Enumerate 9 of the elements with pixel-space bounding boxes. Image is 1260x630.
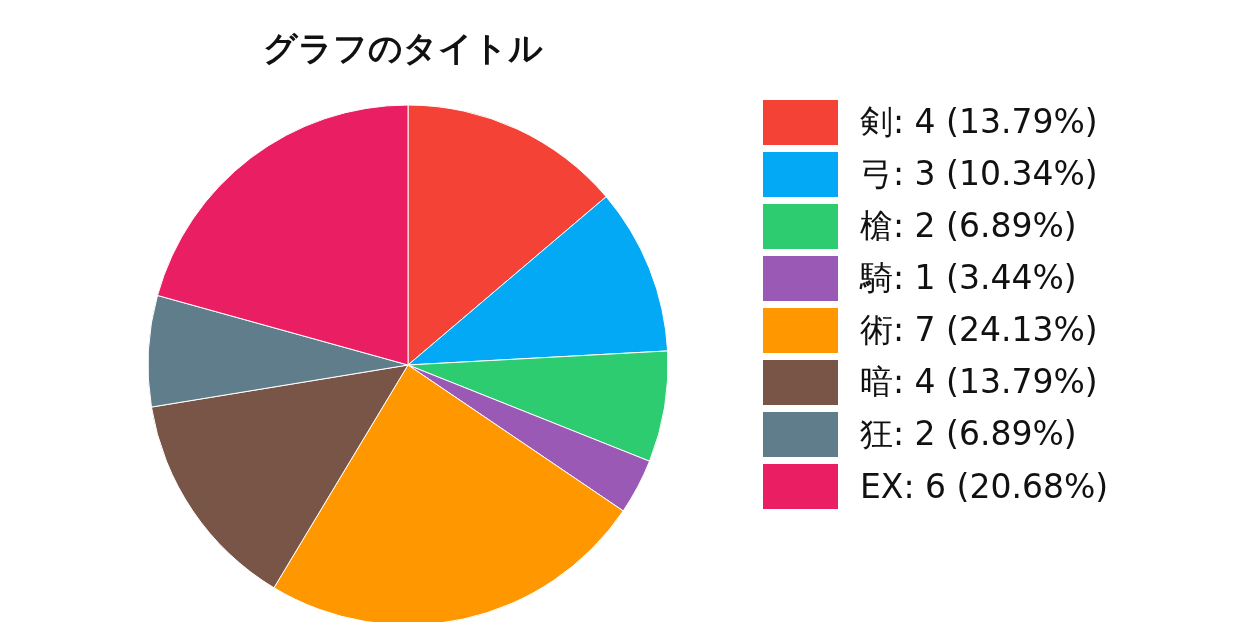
legend-label: EX: 6 (20.68%) bbox=[860, 466, 1109, 506]
legend-label: 術: 7 (24.13%) bbox=[860, 308, 1098, 351]
legend-label: 狂: 2 (6.89%) bbox=[860, 412, 1077, 455]
legend-label: 騎: 1 (3.44%) bbox=[860, 256, 1077, 299]
chart-title: グラフのタイトル bbox=[262, 27, 544, 70]
legend-label: 槍: 2 (6.89%) bbox=[860, 204, 1077, 247]
legend-label: 弓: 3 (10.34%) bbox=[860, 152, 1098, 195]
legend-label: 暗: 4 (13.79%) bbox=[860, 360, 1098, 403]
legend-label: 剣: 4 (13.79%) bbox=[860, 100, 1098, 143]
